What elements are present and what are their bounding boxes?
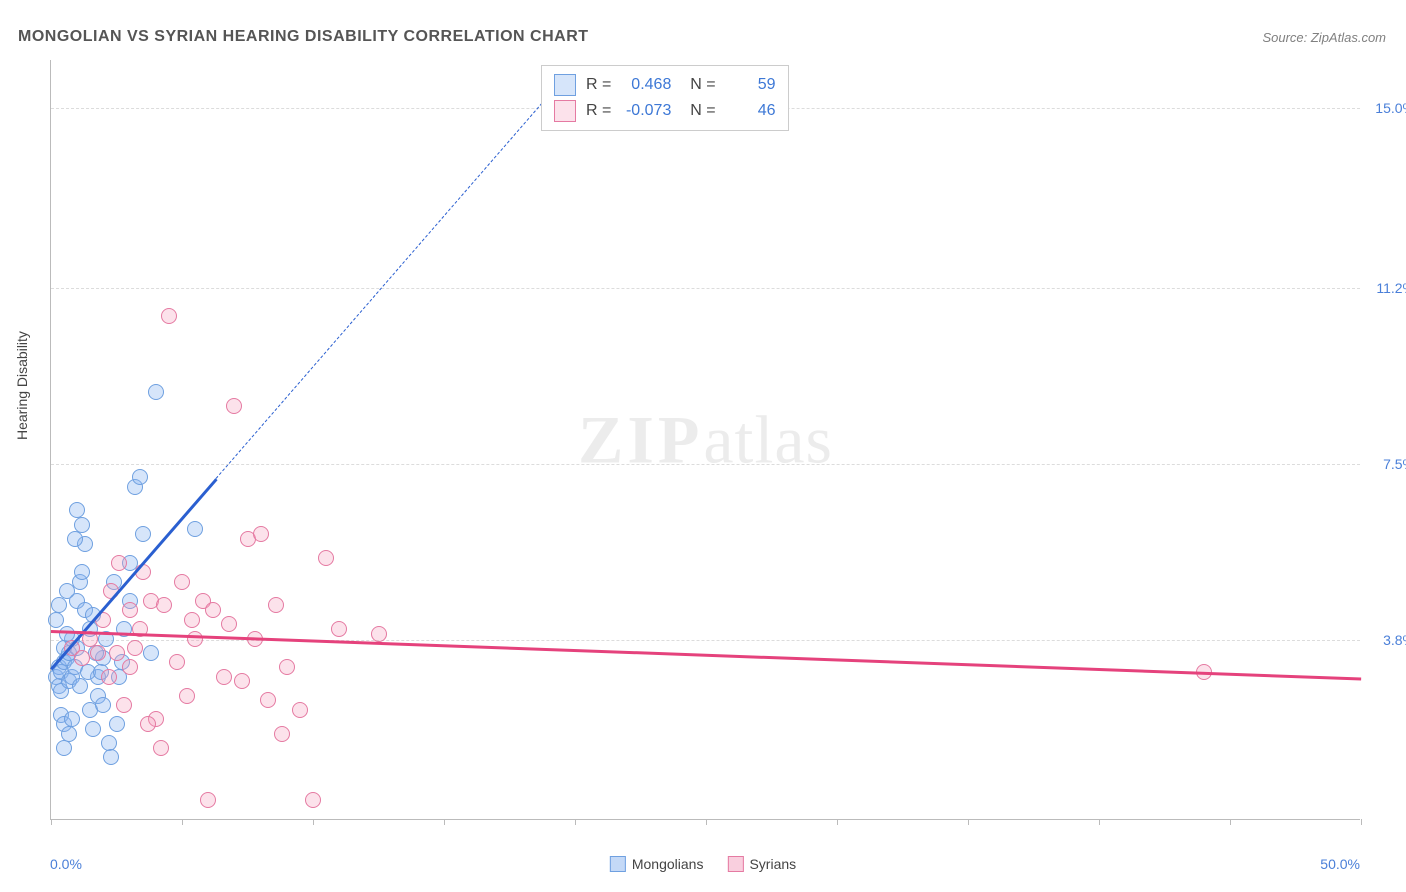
n-label: N =	[681, 102, 715, 120]
data-point	[216, 669, 232, 685]
data-point	[187, 631, 203, 647]
x-tick	[1361, 819, 1362, 825]
legend-swatch-syrians-icon	[727, 856, 743, 872]
data-point	[109, 645, 125, 661]
data-point	[221, 616, 237, 632]
x-axis-min-label: 0.0%	[50, 856, 82, 872]
data-point	[226, 398, 242, 414]
x-tick	[444, 819, 445, 825]
watermark: ZIPatlas	[578, 400, 833, 479]
gridline	[51, 464, 1360, 465]
data-point	[187, 521, 203, 537]
y-axis-label: Hearing Disability	[14, 331, 30, 440]
data-point	[153, 740, 169, 756]
data-point	[253, 526, 269, 542]
y-tick-label: 7.5%	[1383, 456, 1406, 472]
x-tick	[575, 819, 576, 825]
data-point	[101, 669, 117, 685]
source-label: Source: ZipAtlas.com	[1262, 30, 1386, 45]
data-point	[148, 384, 164, 400]
data-point	[205, 602, 221, 618]
data-point	[111, 555, 127, 571]
data-point	[268, 597, 284, 613]
r-value-syrians: -0.073	[621, 102, 671, 120]
data-point	[143, 645, 159, 661]
r-label: R =	[586, 102, 611, 120]
x-tick	[1230, 819, 1231, 825]
legend-swatch-mongolians-icon	[610, 856, 626, 872]
data-point	[318, 550, 334, 566]
data-point	[371, 626, 387, 642]
trend-line-extrapolated	[216, 65, 576, 479]
data-point	[260, 692, 276, 708]
data-point	[61, 726, 77, 742]
data-point	[48, 612, 64, 628]
gridline	[51, 288, 1360, 289]
data-point	[74, 564, 90, 580]
data-point	[132, 469, 148, 485]
data-point	[90, 645, 106, 661]
y-tick-label: 15.0%	[1375, 100, 1406, 116]
data-point	[56, 740, 72, 756]
data-point	[140, 716, 156, 732]
legend-item-mongolians: Mongolians	[610, 856, 704, 872]
x-tick	[51, 819, 52, 825]
data-point	[109, 716, 125, 732]
data-point	[85, 721, 101, 737]
data-point	[122, 602, 138, 618]
data-point	[200, 792, 216, 808]
stats-legend: R = 0.468 N = 59 R = -0.073 N = 46	[541, 65, 789, 131]
n-value-syrians: 46	[726, 102, 776, 120]
data-point	[184, 612, 200, 628]
n-value-mongolians: 59	[726, 76, 776, 94]
data-point	[103, 749, 119, 765]
data-point	[95, 697, 111, 713]
data-point	[274, 726, 290, 742]
data-point	[279, 659, 295, 675]
x-tick	[706, 819, 707, 825]
swatch-syrians-icon	[554, 100, 576, 122]
swatch-mongolians-icon	[554, 74, 576, 96]
data-point	[116, 697, 132, 713]
n-label: N =	[681, 76, 715, 94]
legend-item-syrians: Syrians	[727, 856, 796, 872]
x-tick	[968, 819, 969, 825]
x-tick	[837, 819, 838, 825]
data-point	[122, 659, 138, 675]
x-tick	[313, 819, 314, 825]
x-tick	[1099, 819, 1100, 825]
data-point	[72, 678, 88, 694]
x-axis-max-label: 50.0%	[1320, 856, 1360, 872]
r-label: R =	[586, 76, 611, 94]
data-point	[135, 526, 151, 542]
trend-line	[51, 630, 1361, 680]
data-point	[234, 673, 250, 689]
x-tick	[182, 819, 183, 825]
data-point	[331, 621, 347, 637]
series-legend: Mongolians Syrians	[610, 856, 796, 872]
y-tick-label: 3.8%	[1383, 632, 1406, 648]
data-point	[161, 308, 177, 324]
legend-label-syrians: Syrians	[749, 856, 796, 872]
data-point	[179, 688, 195, 704]
data-point	[305, 792, 321, 808]
legend-label-mongolians: Mongolians	[632, 856, 704, 872]
plot-area: R = 0.468 N = 59 R = -0.073 N = 46 ZIPat…	[50, 60, 1360, 820]
data-point	[292, 702, 308, 718]
data-point	[67, 531, 83, 547]
stats-row-mongolians: R = 0.468 N = 59	[554, 72, 776, 98]
data-point	[74, 650, 90, 666]
data-point	[51, 597, 67, 613]
data-point	[169, 654, 185, 670]
chart-container: MONGOLIAN VS SYRIAN HEARING DISABILITY C…	[0, 0, 1406, 892]
data-point	[156, 597, 172, 613]
chart-title: MONGOLIAN VS SYRIAN HEARING DISABILITY C…	[18, 28, 589, 46]
data-point	[174, 574, 190, 590]
data-point	[127, 640, 143, 656]
r-value-mongolians: 0.468	[621, 76, 671, 94]
y-tick-label: 11.2%	[1376, 280, 1406, 296]
stats-row-syrians: R = -0.073 N = 46	[554, 98, 776, 124]
